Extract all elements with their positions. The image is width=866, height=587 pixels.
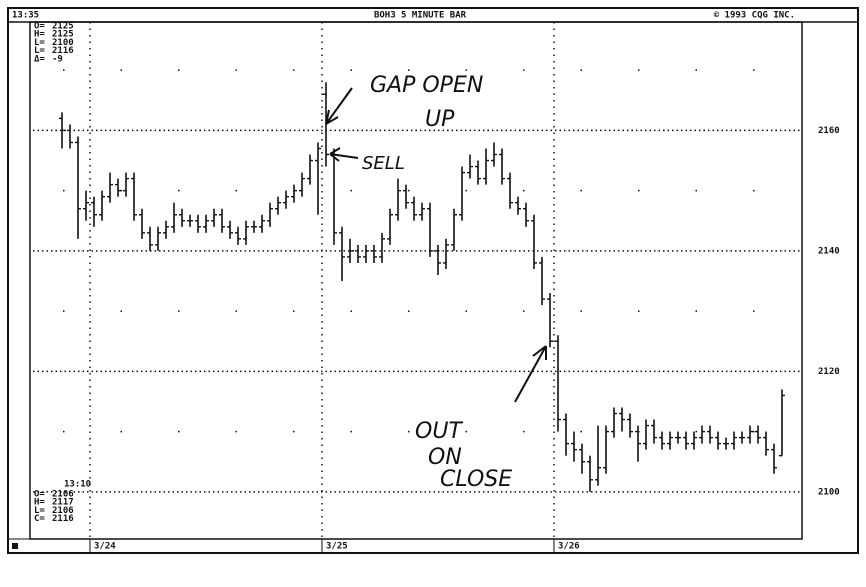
info-label: H= — [34, 498, 45, 508]
info-label: C= — [34, 514, 45, 524]
footer-box — [12, 543, 18, 549]
annotation: CLOSE — [440, 467, 512, 492]
info-label: L= — [34, 46, 45, 56]
y-tick-label: 2120 — [818, 367, 840, 377]
annotation: GAP OPEN — [370, 73, 483, 98]
info-label: H= — [34, 30, 45, 40]
info-value: 2116 — [52, 514, 74, 524]
annotation: UP — [425, 107, 455, 132]
info-value: 2106 — [52, 490, 74, 500]
arrow — [514, 345, 547, 403]
info-value: 2125 — [52, 22, 74, 32]
info-label: Δ= — [34, 54, 45, 64]
info-label: O= — [34, 22, 45, 32]
y-tick-label: 2140 — [818, 246, 840, 256]
chart-title: BOH3 5 MINUTE BAR — [374, 11, 467, 21]
x-tick-label: 3/25 — [326, 542, 348, 552]
annotation: OUT — [415, 419, 463, 444]
info-value: 2100 — [52, 38, 74, 48]
header-time: 13:35 — [12, 11, 39, 21]
info-value: 2116 — [52, 46, 74, 56]
info-value: 2125 — [52, 30, 74, 40]
outer-frame — [7, 7, 859, 554]
copyright: © 1993 CQG INC. — [714, 11, 795, 21]
info-label: O= — [34, 490, 45, 500]
plot-frame — [29, 21, 803, 540]
x-tick-label: 3/26 — [558, 542, 580, 552]
info-value: -9 — [52, 54, 63, 64]
annotation: SELL — [362, 153, 405, 174]
y-tick-label: 2100 — [818, 487, 840, 497]
y-tick-label: 2160 — [818, 126, 840, 136]
info-value: 2106 — [52, 506, 74, 516]
annotation: ON — [428, 445, 462, 470]
info-label: L= — [34, 38, 45, 48]
x-tick-label: 3/24 — [94, 542, 116, 552]
info-value: 2117 — [52, 498, 74, 508]
info-time: 13:10 — [64, 480, 91, 490]
info-label: L= — [34, 506, 45, 516]
arrow — [325, 87, 353, 125]
